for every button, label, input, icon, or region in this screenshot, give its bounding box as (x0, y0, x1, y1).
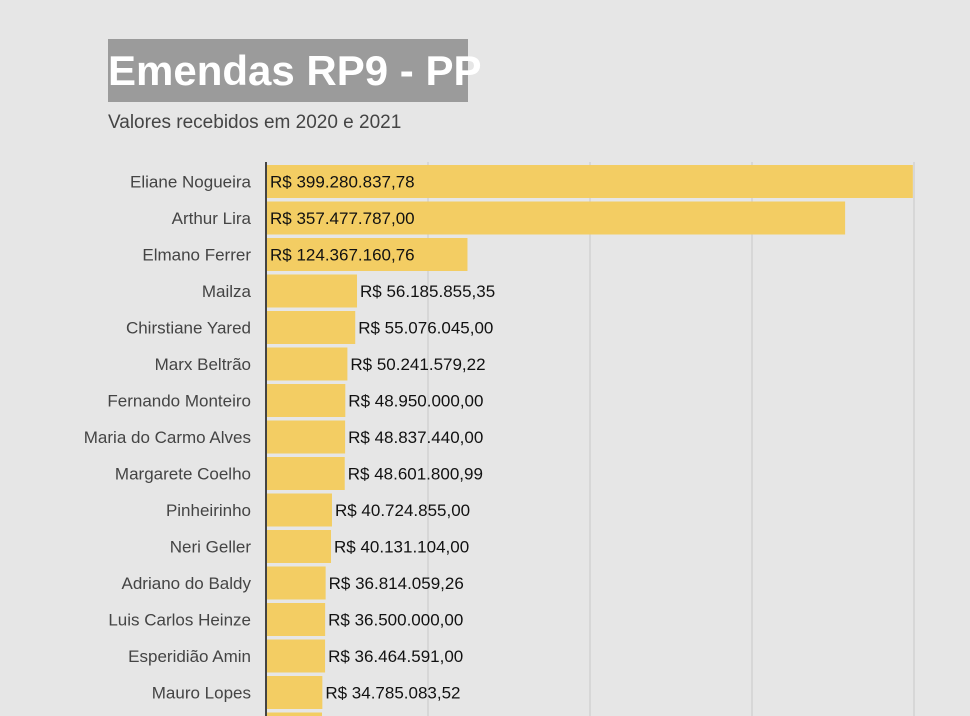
bar (266, 201, 846, 235)
chart-title: Emendas RP9 - PP (108, 47, 482, 94)
labels: Eliane Nogueira R$ 399.280.837,78 Arthur L… (84, 173, 495, 703)
category-label: Arthur Lira (172, 209, 252, 228)
data-label: R$ 56.185.855,35 (360, 282, 495, 301)
data-label: R$ 48.837.440,00 (348, 428, 483, 447)
data-label: R$ 50.241.579,22 (350, 355, 485, 374)
bar (266, 238, 468, 271)
data-label: R$ 357.477.787,00 (270, 209, 415, 228)
data-label: R$ 36.500.000,00 (328, 611, 463, 630)
category-label: Pinheirinho (166, 501, 251, 520)
bar (266, 566, 326, 600)
data-label: R$ 55.076.045,00 (358, 319, 493, 338)
data-label: R$ 48.601.800,99 (348, 465, 483, 484)
bar (266, 639, 326, 673)
bar (266, 311, 356, 344)
data-label: R$ 36.464.591,00 (328, 647, 463, 666)
category-label: Luis Carlos Heinze (108, 611, 251, 630)
data-label: R$ 40.131.104,00 (334, 538, 469, 557)
bar (266, 457, 345, 490)
bar (266, 347, 348, 381)
bar (266, 384, 346, 417)
category-label: Maria do Carmo Alves (84, 428, 251, 447)
category-label: Esperidião Amin (128, 647, 251, 666)
category-label: Mauro Lopes (152, 684, 251, 703)
data-label: R$ 48.950.000,00 (348, 392, 483, 411)
bar (266, 165, 913, 198)
category-label: Elmano Ferrer (142, 246, 251, 265)
category-label: Mailza (202, 282, 252, 301)
data-label: R$ 399.280.837,78 (270, 173, 415, 192)
bar (266, 676, 323, 709)
data-label: R$ 40.724.855,00 (335, 501, 470, 520)
bar (266, 420, 346, 454)
category-label: Neri Geller (170, 538, 252, 557)
category-label: Margarete Coelho (115, 465, 251, 484)
bar (266, 530, 332, 563)
data-label: R$ 34.785.083,52 (325, 684, 460, 703)
bar (266, 274, 358, 308)
bar (266, 603, 326, 636)
bars (266, 165, 913, 716)
category-label: Marx Beltrão (155, 355, 251, 374)
grid-lines (427, 162, 915, 716)
data-label: R$ 124.367.160,76 (270, 246, 415, 265)
chart-subtitle: Valores recebidos em 2020 e 2021 (108, 112, 402, 133)
title-background (108, 39, 468, 102)
category-label: Chirstiane Yared (126, 319, 251, 338)
category-label: Fernando Monteiro (107, 392, 251, 411)
bar-partial (266, 712, 322, 716)
data-label: R$ 36.814.059,26 (329, 574, 464, 593)
category-label: Eliane Nogueira (130, 173, 252, 192)
category-label: Adriano do Baldy (122, 574, 252, 593)
bar (266, 493, 332, 527)
